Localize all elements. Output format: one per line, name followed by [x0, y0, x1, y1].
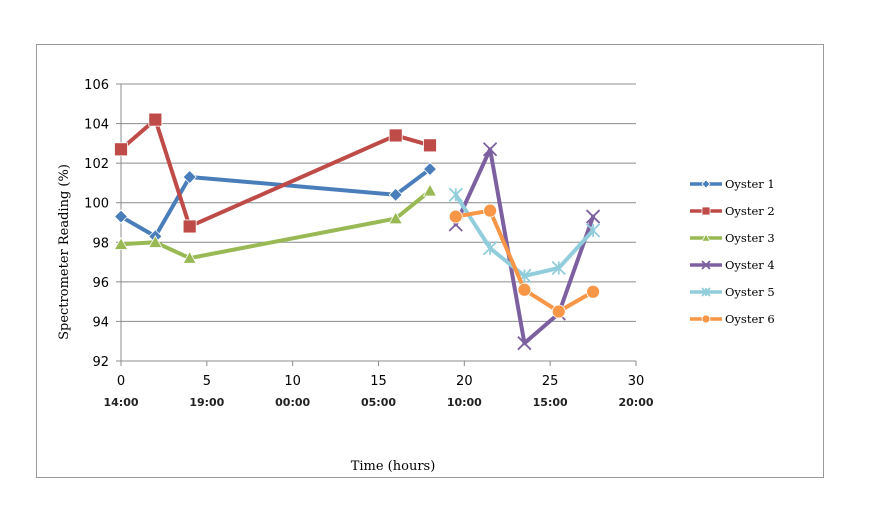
data-point: [517, 336, 532, 351]
data-point: [113, 236, 129, 250]
series-oyster-6: [448, 203, 600, 319]
x-tick-label: 20: [456, 374, 473, 389]
legend-label: Oyster 5: [725, 285, 775, 299]
data-point: [148, 234, 163, 248]
series-line: [453, 192, 596, 278]
legend-marker: [701, 179, 711, 189]
axes: 92 94 96 98 100 102 104 106 0 5 10 15 20 25 30 14:00 19:…: [84, 78, 654, 409]
time-of-day-label: 10:00: [447, 396, 482, 409]
data-point: [422, 183, 438, 197]
y-tick-label: 100: [84, 197, 109, 212]
series-oyster-2: [114, 112, 437, 234]
data-point: [483, 203, 497, 218]
data-point: [448, 209, 463, 224]
data-point: [586, 284, 600, 299]
x-tick-label: 5: [203, 374, 211, 389]
legend-label: Oyster 6: [725, 312, 775, 326]
legend-marker: [701, 233, 711, 242]
y-tick-label: 94: [92, 315, 109, 330]
data-point: [388, 187, 403, 202]
series-oyster-3: [113, 183, 438, 264]
data-point: [388, 211, 403, 225]
series-line: [119, 117, 432, 229]
legend-marker: [701, 287, 711, 297]
legend-marker: [701, 314, 711, 324]
data-point: [422, 162, 438, 177]
y-tick-label: 104: [84, 118, 109, 133]
time-of-day-label: 14:00: [103, 396, 138, 409]
time-of-day-label: 05:00: [361, 396, 396, 409]
legend-label: Oyster 3: [725, 231, 775, 245]
chart-frame: [36, 44, 824, 478]
time-of-day-label: 00:00: [275, 396, 310, 409]
x-axis-title: Time (hours): [351, 459, 436, 474]
series-line: [119, 188, 432, 261]
legend-item: Oyster 3: [690, 231, 775, 245]
legend-label: Oyster 4: [725, 258, 775, 272]
data-point: [551, 260, 566, 276]
y-tick-label: 96: [92, 276, 109, 291]
y-tick-label: 92: [92, 355, 109, 370]
time-of-day-label: 15:00: [533, 396, 568, 409]
data-point: [482, 142, 498, 157]
legend-item: Oyster 1: [690, 177, 775, 191]
data-point: [182, 169, 197, 185]
x-tick-label: 30: [628, 374, 645, 389]
data-point: [114, 142, 128, 157]
data-point: [585, 209, 601, 224]
legend-item: Oyster 5: [690, 285, 775, 299]
y-tick-label: 98: [92, 236, 109, 251]
legend-item: Oyster 4: [690, 258, 775, 272]
legend-marker: [701, 260, 711, 270]
data-point: [448, 187, 463, 202]
data-point: [482, 241, 498, 256]
legend-item: Oyster 6: [690, 312, 775, 326]
data-point: [182, 250, 197, 264]
legend-marker: [701, 206, 711, 216]
x-tick-label: 15: [370, 374, 387, 389]
data-point: [113, 209, 129, 224]
x-tick-label: 0: [117, 374, 125, 389]
legend-label: Oyster 2: [725, 204, 775, 218]
time-of-day-label: 20:00: [618, 396, 653, 409]
y-tick-label: 102: [84, 157, 109, 172]
series-line: [453, 147, 596, 346]
data-point: [182, 219, 197, 234]
y-axis-title: Spectrometer Reading (%): [57, 164, 72, 340]
legend-item: Oyster 2: [690, 204, 775, 218]
time-of-day-label: 19:00: [189, 396, 224, 409]
legend: Oyster 1 Oyster 2 Oyster 3 Oyster 4 Oyster 5…: [690, 177, 775, 326]
series-oyster-1: [113, 162, 438, 244]
data-point: [148, 112, 163, 127]
data-point: [388, 128, 403, 143]
data-point: [551, 304, 566, 319]
grid-lines: [121, 83, 636, 322]
y-tick-label: 106: [84, 78, 109, 93]
series-oyster-4: [448, 142, 601, 351]
data-point: [423, 138, 437, 153]
legend-label: Oyster 1: [725, 177, 775, 191]
data-point: [517, 282, 532, 297]
series-layer: [113, 112, 601, 351]
x-tick-label: 10: [284, 374, 301, 389]
x-tick-label: 25: [542, 374, 559, 389]
series-oyster-5: [448, 187, 601, 284]
data-point: [585, 223, 601, 238]
